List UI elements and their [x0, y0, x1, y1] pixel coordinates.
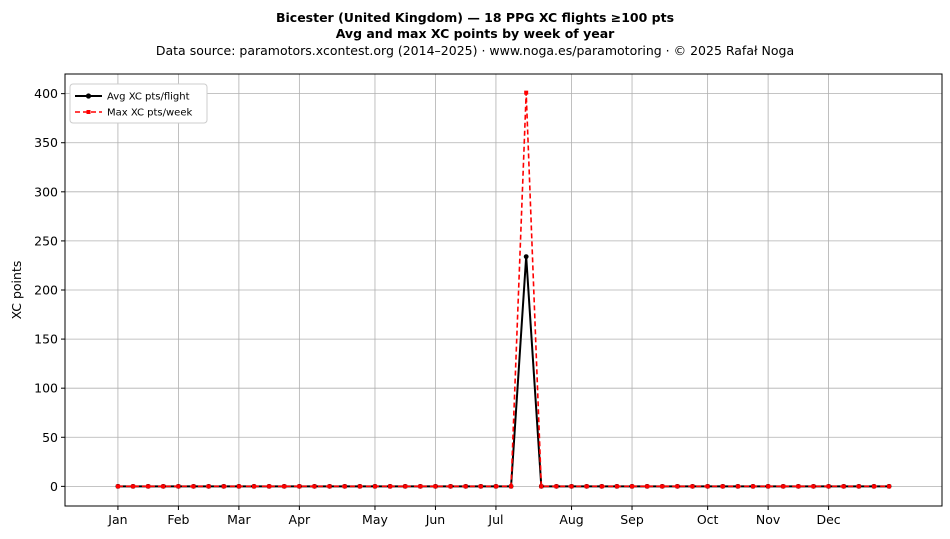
- x-tick-label: Nov: [756, 512, 781, 527]
- data-point: [675, 484, 680, 489]
- data-point: [327, 484, 332, 489]
- data-point: [554, 484, 559, 489]
- data-point: [267, 484, 272, 489]
- data-point: [569, 484, 574, 489]
- series-line-0: [117, 255, 890, 488]
- data-point: [493, 484, 498, 489]
- x-tick-label: Apr: [289, 512, 311, 527]
- data-point: [614, 484, 619, 489]
- data-point: [146, 484, 151, 489]
- legend-avg-label: Avg XC pts/flight: [107, 92, 190, 103]
- data-point: [841, 484, 846, 489]
- data-point: [342, 484, 347, 489]
- data-point: [630, 484, 635, 489]
- x-tick-label: Dec: [816, 512, 840, 527]
- x-tick-label: Jul: [487, 512, 503, 527]
- data-point: [478, 484, 483, 489]
- legend-max-marker: [86, 110, 91, 114]
- data-point: [176, 484, 181, 489]
- chart-source: Data source: paramotors.xcontest.org (20…: [156, 43, 794, 58]
- x-tick-label: Jan: [107, 512, 127, 527]
- chart-subtitle: Avg and max XC points by week of year: [336, 26, 615, 41]
- y-tick-label: 250: [34, 233, 58, 248]
- grid: [65, 74, 942, 506]
- y-tick-label: 300: [34, 184, 58, 199]
- data-point: [433, 484, 438, 489]
- legend-max-label: Max XC pts/week: [107, 108, 192, 119]
- data-point: [523, 254, 529, 260]
- y-tick-label: 350: [34, 135, 58, 150]
- x-tick-label: Jun: [425, 512, 446, 527]
- data-point: [584, 484, 589, 489]
- legend-frame: [69, 83, 208, 124]
- data-point: [312, 484, 317, 489]
- data-point: [191, 484, 196, 489]
- data-point: [766, 484, 771, 489]
- chart-title: Bicester (United Kingdom) — 18 PPG XC fl…: [276, 10, 674, 25]
- data-point: [750, 484, 755, 489]
- data-point: [357, 484, 362, 489]
- data-point: [887, 484, 892, 489]
- data-point: [599, 484, 604, 489]
- y-tick-label: 150: [34, 332, 58, 347]
- data-point: [645, 484, 650, 489]
- data-point: [403, 484, 408, 489]
- data-point: [856, 484, 861, 489]
- data-point: [660, 484, 665, 489]
- x-tick-label: May: [362, 512, 388, 527]
- data-point: [705, 484, 710, 489]
- data-point: [221, 484, 226, 489]
- x-tick-label: Aug: [559, 512, 583, 527]
- data-point: [735, 484, 740, 489]
- y-axis-label: XC points: [9, 261, 24, 320]
- data-point: [524, 90, 529, 95]
- data-point: [448, 484, 453, 489]
- legend: Avg XC pts/flight Max XC pts/week: [69, 83, 208, 124]
- y-tick-label: 200: [34, 283, 58, 298]
- x-tick-label: Mar: [227, 512, 251, 527]
- data-point: [539, 484, 544, 489]
- data-point: [206, 484, 211, 489]
- data-point: [297, 484, 302, 489]
- x-tick-label: Sep: [620, 512, 644, 527]
- data-point: [161, 484, 166, 489]
- x-tick-label: Feb: [167, 512, 189, 527]
- x-ticks: Jan Feb Mar Apr May Jun Jul Aug Sep Oct Nov Dec: [107, 506, 841, 527]
- data-point: [282, 484, 287, 489]
- data-point: [252, 484, 257, 489]
- data-point: [115, 484, 120, 489]
- data-point: [811, 484, 816, 489]
- data-point: [690, 484, 695, 489]
- data-point: [236, 484, 241, 489]
- x-tick-label: Oct: [697, 512, 719, 527]
- data-point: [372, 484, 377, 489]
- data-point: [388, 484, 393, 489]
- data-point: [463, 484, 468, 489]
- legend-avg-marker: [85, 93, 92, 99]
- series-line-1: [117, 91, 890, 488]
- data-point: [131, 484, 136, 489]
- data-point: [418, 484, 423, 489]
- y-tick-label: 100: [34, 381, 58, 396]
- y-tick-label: 0: [50, 479, 58, 494]
- data-point: [826, 484, 831, 489]
- series-layer: [115, 90, 892, 489]
- data-point: [796, 484, 801, 489]
- y-tick-label: 400: [34, 86, 58, 101]
- data-point: [781, 484, 786, 489]
- data-point: [509, 484, 514, 489]
- y-tick-label: 50: [42, 430, 58, 445]
- data-point: [720, 484, 725, 489]
- data-point: [871, 484, 876, 489]
- y-ticks: 0 50 100 150 200 250 300 350 400: [34, 86, 65, 494]
